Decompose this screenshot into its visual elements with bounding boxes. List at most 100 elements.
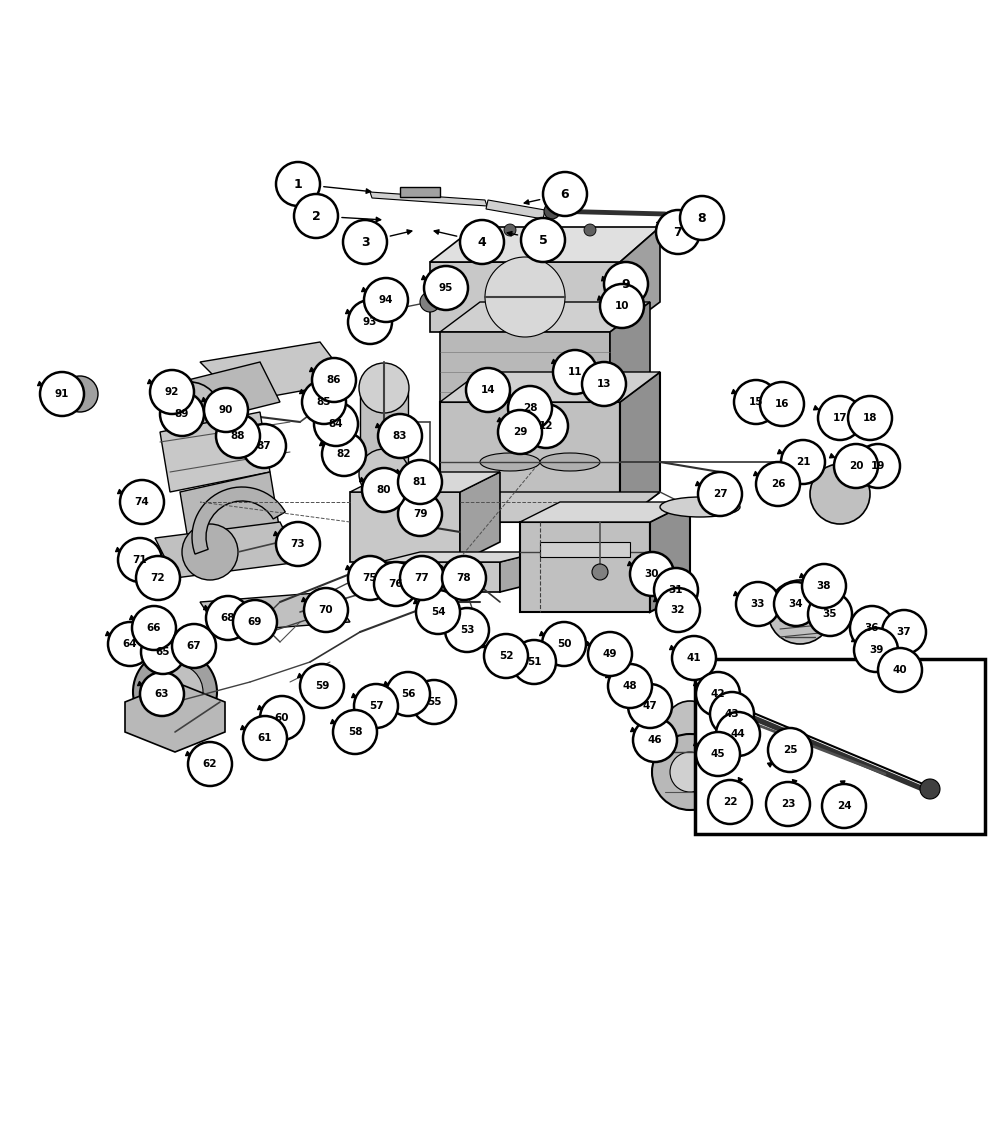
Text: 9: 9 <box>622 278 630 290</box>
Text: 60: 60 <box>275 713 289 723</box>
Polygon shape <box>200 592 350 632</box>
Circle shape <box>108 622 152 667</box>
Text: 85: 85 <box>317 397 331 407</box>
Circle shape <box>420 292 440 312</box>
Text: 32: 32 <box>671 605 685 615</box>
Polygon shape <box>430 227 660 262</box>
Circle shape <box>204 388 248 432</box>
Circle shape <box>680 196 724 241</box>
Circle shape <box>348 556 392 600</box>
Circle shape <box>736 582 780 626</box>
Text: 91: 91 <box>55 389 69 399</box>
Circle shape <box>508 386 552 430</box>
Text: 20: 20 <box>849 461 863 471</box>
Circle shape <box>233 600 277 644</box>
Text: 47: 47 <box>643 701 657 711</box>
Circle shape <box>543 172 587 216</box>
Circle shape <box>710 692 754 736</box>
Circle shape <box>756 462 800 506</box>
Circle shape <box>363 310 387 334</box>
Text: 48: 48 <box>623 681 637 691</box>
Circle shape <box>304 588 348 632</box>
Circle shape <box>294 194 338 238</box>
Text: 11: 11 <box>568 368 582 377</box>
Text: 55: 55 <box>427 697 441 707</box>
Text: 44: 44 <box>731 729 745 738</box>
Text: 68: 68 <box>221 613 235 623</box>
Circle shape <box>716 711 760 756</box>
Circle shape <box>768 580 832 644</box>
Text: 93: 93 <box>363 317 377 327</box>
Text: 25: 25 <box>783 745 797 755</box>
Circle shape <box>582 362 626 406</box>
Text: 53: 53 <box>460 625 474 635</box>
Text: 10: 10 <box>615 301 629 311</box>
Bar <box>360 392 408 472</box>
Polygon shape <box>440 332 610 402</box>
Polygon shape <box>370 192 487 206</box>
Circle shape <box>584 224 596 236</box>
Circle shape <box>768 728 812 772</box>
Circle shape <box>848 396 892 439</box>
Circle shape <box>445 608 489 652</box>
Text: 63: 63 <box>155 689 169 699</box>
Text: 71: 71 <box>133 555 147 565</box>
Text: 18: 18 <box>863 413 877 423</box>
Circle shape <box>132 606 176 650</box>
Circle shape <box>878 649 922 692</box>
Circle shape <box>466 368 510 413</box>
Text: 43: 43 <box>725 709 739 719</box>
Text: 78: 78 <box>457 573 471 583</box>
Circle shape <box>216 414 260 457</box>
Polygon shape <box>380 562 500 592</box>
Circle shape <box>276 162 320 206</box>
Text: 90: 90 <box>219 405 233 415</box>
Text: 46: 46 <box>648 735 662 745</box>
Circle shape <box>359 448 409 499</box>
Circle shape <box>322 432 366 475</box>
Circle shape <box>524 404 568 448</box>
Circle shape <box>364 278 408 321</box>
Text: 29: 29 <box>513 427 527 437</box>
Circle shape <box>150 370 194 414</box>
Circle shape <box>160 382 220 442</box>
Text: 67: 67 <box>187 641 201 651</box>
Text: 75: 75 <box>363 573 377 583</box>
Circle shape <box>464 224 476 236</box>
Circle shape <box>133 650 217 734</box>
Text: 61: 61 <box>258 733 272 743</box>
Circle shape <box>120 480 164 524</box>
Text: 23: 23 <box>781 799 795 809</box>
Text: 45: 45 <box>711 749 725 759</box>
Circle shape <box>302 380 346 424</box>
Circle shape <box>774 582 818 626</box>
Text: 80: 80 <box>377 484 391 495</box>
Circle shape <box>242 424 286 468</box>
Text: 51: 51 <box>527 658 541 667</box>
Circle shape <box>560 496 580 516</box>
Text: 15: 15 <box>749 397 763 407</box>
Polygon shape <box>180 362 280 422</box>
Circle shape <box>276 522 320 566</box>
Polygon shape <box>160 413 270 492</box>
Text: 74: 74 <box>135 497 149 507</box>
Circle shape <box>760 382 804 426</box>
Circle shape <box>672 636 716 680</box>
Text: 52: 52 <box>499 651 513 661</box>
Circle shape <box>600 284 644 328</box>
Circle shape <box>62 377 98 413</box>
Circle shape <box>708 780 752 824</box>
Polygon shape <box>440 492 660 522</box>
Text: 66: 66 <box>147 623 161 633</box>
Text: 30: 30 <box>645 569 659 579</box>
Text: 69: 69 <box>248 617 262 627</box>
Circle shape <box>172 624 216 668</box>
Ellipse shape <box>540 453 600 471</box>
Circle shape <box>312 359 356 402</box>
Circle shape <box>147 664 203 720</box>
Polygon shape <box>440 402 620 522</box>
Ellipse shape <box>480 453 540 471</box>
Text: 62: 62 <box>203 759 217 769</box>
Text: 81: 81 <box>413 477 427 487</box>
Circle shape <box>243 716 287 760</box>
